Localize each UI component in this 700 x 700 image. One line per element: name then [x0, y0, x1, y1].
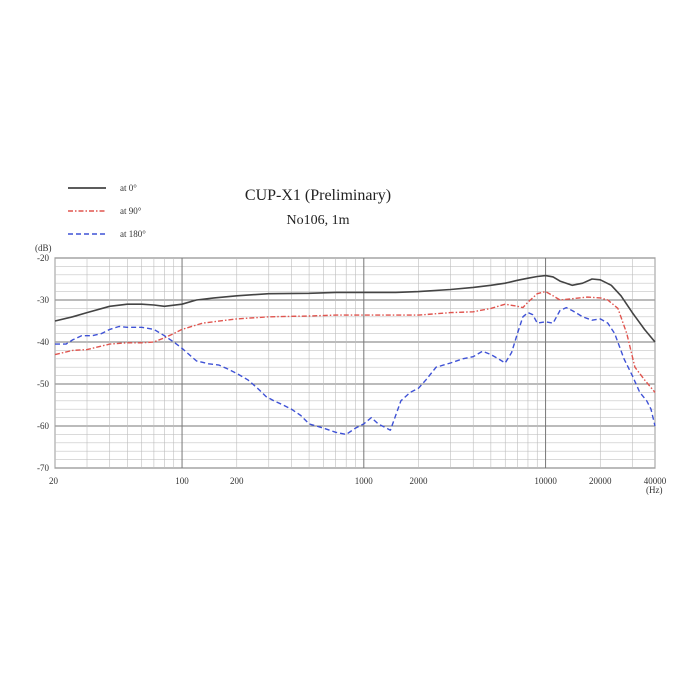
legend-label-2: at 180° [120, 229, 146, 239]
plot-frame [54, 257, 656, 469]
series-line-2 [55, 306, 656, 436]
x-tick-label: 100 [175, 476, 189, 486]
y-tick-label: -60 [37, 421, 49, 431]
x-tick-label: 10000 [534, 476, 557, 486]
legend-label-0: at 0° [120, 183, 137, 193]
x-tick-label: 200 [230, 476, 244, 486]
chart-subtitle: No106, 1m [287, 213, 350, 228]
y-tick-label: -40 [37, 337, 49, 347]
y-tick-label: -20 [37, 253, 49, 263]
grid [54, 257, 656, 469]
series-layer [54, 274, 656, 436]
y-tick-label: -50 [37, 379, 49, 389]
x-tick-label: 1000 [355, 476, 374, 486]
y-tick-label: -70 [37, 463, 49, 473]
x-tick-label: 20000 [589, 476, 612, 486]
series-line-1 [54, 290, 656, 393]
legend: at 0° at 90° at 180° [68, 183, 146, 239]
x-tick-label: 2000 [410, 476, 429, 486]
x-tick-label: 20 [49, 476, 59, 486]
x-tick-label: 40000 [644, 476, 667, 486]
x-axis-unit: (Hz) [646, 485, 663, 495]
chart-title: CUP-X1 (Preliminary) [245, 187, 391, 204]
legend-label-1: at 90° [120, 206, 142, 216]
y-tick-label: -30 [37, 295, 49, 305]
series-line-0 [54, 274, 656, 343]
y-axis-unit: (dB) [35, 243, 52, 253]
